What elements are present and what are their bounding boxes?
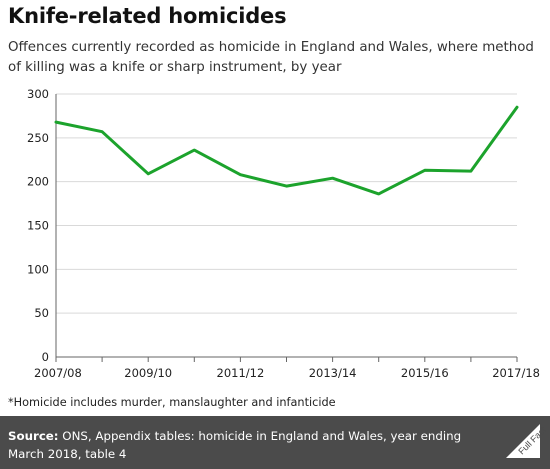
gridlines	[55, 93, 517, 358]
y-tick-label: 300	[27, 87, 49, 101]
source-text: Source: ONS, Appendix tables: homicide i…	[8, 427, 486, 463]
y-tick-label: 200	[27, 175, 49, 189]
source-label: Source:	[8, 429, 59, 443]
source-body: ONS, Appendix tables: homicide in Englan…	[8, 429, 462, 461]
y-tick-label: 100	[27, 262, 49, 276]
chart-title: Knife-related homicides	[8, 4, 287, 28]
x-tick-label: 2017/18	[492, 366, 540, 380]
x-tick-label: 2015/16	[401, 366, 449, 380]
line-chart: 0 50 100 150 200 250 300 2007/08 2009/10 2011/12…	[27, 87, 540, 380]
y-axis-ticks: 0 50 100 150 200 250 300	[27, 87, 49, 364]
x-axis-ticks: 2007/08 2009/10 2011/12 2013/14 2015/16 2017/…	[34, 357, 540, 380]
series-layer	[54, 105, 519, 196]
y-tick-label: 0	[42, 350, 49, 364]
x-tick-label: 2009/10	[124, 366, 172, 380]
y-tick-label: 50	[34, 306, 49, 320]
full-fact-logo: Full Fact	[506, 424, 546, 458]
y-tick-label: 150	[27, 219, 49, 233]
x-tick-label: 2013/14	[309, 366, 357, 380]
footnote: *Homicide includes murder, manslaughter …	[8, 396, 336, 409]
x-tick-label: 2011/12	[217, 366, 265, 380]
logo-triangle-icon	[506, 424, 540, 458]
chart-subtitle: Offences currently recorded as homicide …	[8, 40, 534, 75]
x-tick-label: 2007/08	[34, 366, 82, 380]
y-tick-label: 250	[27, 131, 49, 145]
source-footer: Source: ONS, Appendix tables: homicide i…	[0, 416, 550, 469]
series-line	[54, 105, 519, 196]
